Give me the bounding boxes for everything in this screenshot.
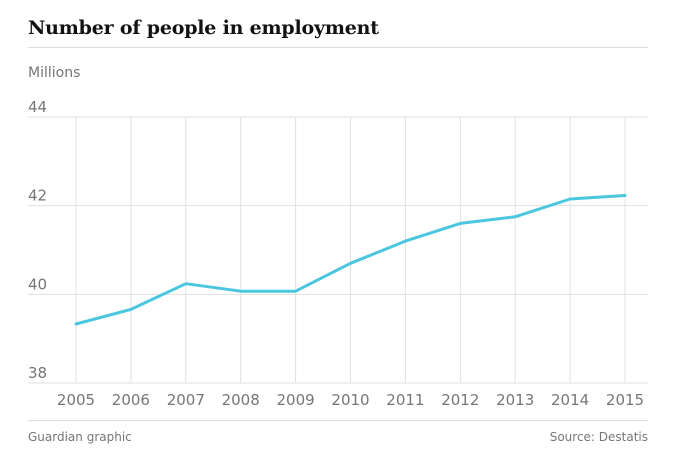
x-tick-label: 2006 — [112, 391, 150, 409]
x-tick-label: 2013 — [496, 391, 534, 409]
x-tick-label: 2010 — [331, 391, 369, 409]
data-series — [74, 194, 627, 326]
x-tick-label: 2012 — [441, 391, 479, 409]
x-tick-labels: 2005 2006 2007 2008 2009 2010 2011 2012 2013 2014… — [57, 391, 644, 409]
footer-divider — [28, 420, 648, 421]
vertical-gridlines — [75, 117, 626, 383]
y-axis-unit-label: Millions — [28, 65, 81, 81]
x-tick-label: 2009 — [277, 391, 315, 409]
credit-text: Guardian graphic — [28, 430, 132, 444]
series-line — [74, 194, 627, 326]
source-text: Source: Destatis — [549, 430, 648, 444]
y-tick-label: 40 — [28, 275, 47, 293]
x-tick-label: 2008 — [222, 391, 260, 409]
horizontal-gridlines — [28, 116, 648, 384]
x-tick-label: 2015 — [606, 391, 644, 409]
y-tick-label: 44 — [28, 98, 47, 116]
x-tick-label: 2014 — [551, 391, 589, 409]
chart-title: Number of people in employment — [28, 17, 379, 39]
x-tick-label: 2007 — [167, 391, 205, 409]
y-tick-label: 38 — [28, 364, 47, 382]
y-tick-labels: 38 40 42 44 — [28, 98, 47, 382]
x-tick-label: 2011 — [386, 391, 424, 409]
x-tick-label: 2005 — [57, 391, 95, 409]
title-divider — [28, 47, 648, 48]
y-tick-label: 42 — [28, 187, 47, 205]
